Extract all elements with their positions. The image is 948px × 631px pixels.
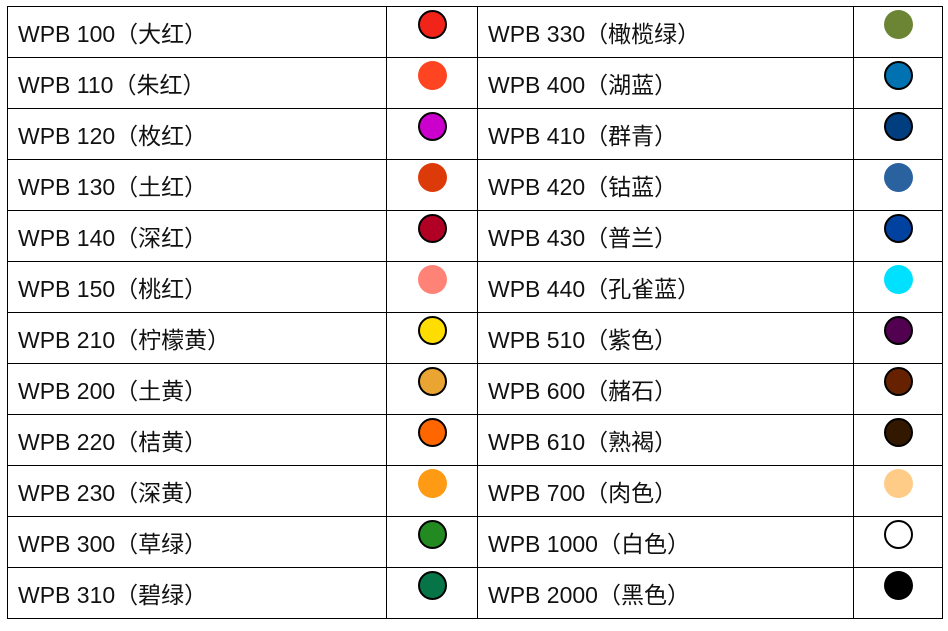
table-row: WPB 150（桃红） WPB 440（孔雀蓝）: [7, 261, 943, 313]
color-name-cell: WPB 610（熟褐）: [477, 414, 854, 466]
swatch-cell: [386, 567, 478, 619]
color-swatch-icon: [883, 570, 913, 600]
swatch-cell: [853, 159, 943, 211]
color-name-cell: WPB 400（湖蓝）: [477, 57, 854, 109]
swatch-cell: [386, 210, 478, 262]
swatch-cell: [853, 465, 943, 517]
swatch-cell: [386, 312, 478, 364]
color-name-cell: WPB 110（朱红）: [7, 57, 387, 109]
color-name-cell: WPB 1000（白色）: [477, 516, 854, 568]
swatch-cell: [853, 210, 943, 262]
color-swatch-icon: [883, 468, 913, 498]
color-name-cell: WPB 510（紫色）: [477, 312, 854, 364]
color-swatch-icon: [883, 417, 913, 447]
color-swatch-icon: [883, 162, 913, 192]
color-name-cell: WPB 410（群青）: [477, 108, 854, 160]
swatch-cell: [853, 567, 943, 619]
color-swatch-icon: [417, 264, 447, 294]
swatch-cell: [386, 159, 478, 211]
swatch-cell: [386, 363, 478, 415]
color-swatch-icon: [883, 111, 913, 141]
color-name-cell: WPB 100（大红）: [7, 6, 387, 58]
table-row: WPB 110（朱红） WPB 400（湖蓝）: [7, 57, 943, 109]
swatch-cell: [853, 312, 943, 364]
color-swatch-icon: [883, 264, 913, 294]
color-name-cell: WPB 200（土黄）: [7, 363, 387, 415]
table-row: WPB 220（桔黄） WPB 610（熟褐）: [7, 414, 943, 466]
table-row: WPB 300（草绿） WPB 1000（白色）: [7, 516, 943, 568]
color-swatch-icon: [417, 468, 447, 498]
color-swatch-icon: [417, 60, 447, 90]
color-swatch-icon: [883, 315, 913, 345]
color-swatch-icon: [883, 366, 913, 396]
color-swatch-icon: [883, 213, 913, 243]
color-swatch-icon: [883, 9, 913, 39]
color-swatch-icon: [417, 162, 447, 192]
color-name-cell: WPB 230（深黄）: [7, 465, 387, 517]
color-name-cell: WPB 310（碧绿）: [7, 567, 387, 619]
color-name-cell: WPB 330（橄榄绿）: [477, 6, 854, 58]
color-name-cell: WPB 140（深红）: [7, 210, 387, 262]
table-row: WPB 130（土红） WPB 420（钴蓝）: [7, 159, 943, 211]
color-swatch-icon: [417, 519, 447, 549]
color-name-cell: WPB 130（土红）: [7, 159, 387, 211]
table-row: WPB 310（碧绿） WPB 2000（黑色）: [7, 567, 943, 619]
color-swatch-icon: [417, 9, 447, 39]
color-swatch-icon: [417, 417, 447, 447]
color-swatch-icon: [417, 315, 447, 345]
color-swatch-icon: [883, 519, 913, 549]
color-name-cell: WPB 440（孔雀蓝）: [477, 261, 854, 313]
color-code-table: WPB 100（大红） WPB 330（橄榄绿） WPB 110（朱红） WPB 40…: [7, 6, 943, 619]
color-name-cell: WPB 120（枚红）: [7, 108, 387, 160]
swatch-cell: [386, 108, 478, 160]
color-swatch-icon: [883, 60, 913, 90]
swatch-cell: [386, 6, 478, 58]
color-name-cell: WPB 220（桔黄）: [7, 414, 387, 466]
swatch-cell: [853, 261, 943, 313]
color-name-cell: WPB 210（柠檬黄）: [7, 312, 387, 364]
swatch-cell: [386, 414, 478, 466]
color-name-cell: WPB 300（草绿）: [7, 516, 387, 568]
color-name-cell: WPB 700（肉色）: [477, 465, 854, 517]
swatch-cell: [386, 261, 478, 313]
swatch-cell: [386, 516, 478, 568]
swatch-cell: [853, 516, 943, 568]
color-name-cell: WPB 2000（黑色）: [477, 567, 854, 619]
color-swatch-icon: [417, 111, 447, 141]
table-row: WPB 200（土黄） WPB 600（赭石）: [7, 363, 943, 415]
table-row: WPB 140（深红） WPB 430（普兰）: [7, 210, 943, 262]
table-row: WPB 230（深黄） WPB 700（肉色）: [7, 465, 943, 517]
color-swatch-icon: [417, 213, 447, 243]
color-name-cell: WPB 420（钴蓝）: [477, 159, 854, 211]
color-name-cell: WPB 150（桃红）: [7, 261, 387, 313]
table-row: WPB 100（大红） WPB 330（橄榄绿）: [7, 6, 943, 58]
color-name-cell: WPB 430（普兰）: [477, 210, 854, 262]
swatch-cell: [853, 108, 943, 160]
color-swatch-icon: [417, 570, 447, 600]
swatch-cell: [853, 414, 943, 466]
swatch-cell: [386, 57, 478, 109]
table-row: WPB 120（枚红） WPB 410（群青）: [7, 108, 943, 160]
table-row: WPB 210（柠檬黄） WPB 510（紫色）: [7, 312, 943, 364]
swatch-cell: [853, 363, 943, 415]
color-swatch-icon: [417, 366, 447, 396]
swatch-cell: [853, 6, 943, 58]
swatch-cell: [386, 465, 478, 517]
swatch-cell: [853, 57, 943, 109]
color-name-cell: WPB 600（赭石）: [477, 363, 854, 415]
